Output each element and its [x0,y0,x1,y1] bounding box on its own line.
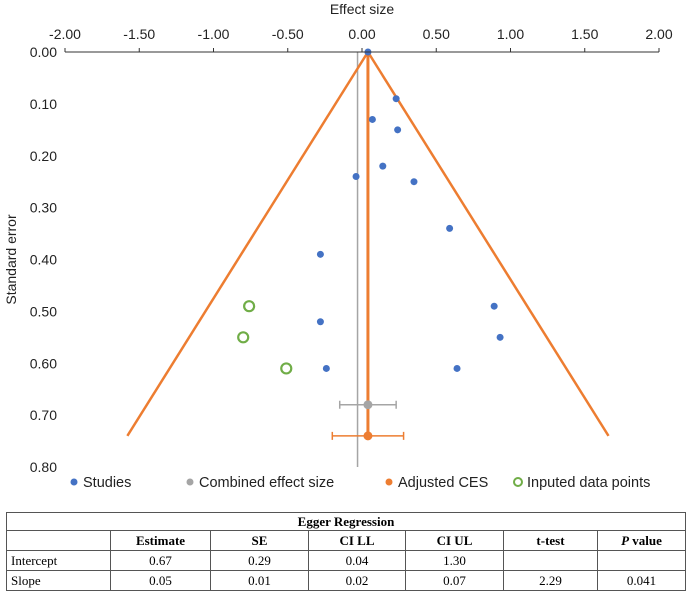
y-tick-label: 0.50 [30,303,57,319]
legend-marker [70,478,78,486]
imputed-point [237,331,250,344]
study-point [352,173,360,180]
x-tick-label: 0.00 [348,26,375,42]
y-tick-label: 0.70 [30,407,57,423]
x-axis-label: Effect size [330,1,395,17]
study-point [496,333,504,341]
summary-point [363,400,373,410]
x-tick-label: -2.00 [49,26,81,42]
table-row: Slope 0.05 0.01 0.02 0.07 2.29 0.041 [6,570,686,591]
header-t-test: t-test [503,530,598,551]
legend-label: Studies [83,475,131,491]
table-cell: 0.01 [210,570,309,591]
table-cell [503,550,598,571]
header-p-italic: P [621,532,630,548]
study-point [410,178,418,186]
y-tick-label: 0.40 [30,252,57,268]
header-cell [6,530,111,551]
table-cell: 0.041 [597,570,686,591]
study-point [379,162,387,170]
x-tick-label: -1.50 [123,26,155,42]
table-cell: 0.05 [110,570,211,591]
summary-point [363,431,373,441]
study-point [316,250,324,258]
y-tick-label: 0.10 [30,96,57,112]
table-cell: 0.67 [110,550,211,571]
study-point [392,95,400,103]
y-tick-label: 0.00 [30,44,57,60]
table-cell: 2.29 [503,570,598,591]
funnel-right-line [366,51,610,437]
x-tick-label: -0.50 [272,26,304,42]
table-row: Intercept 0.67 0.29 0.04 1.30 [6,550,686,571]
row-label: Slope [6,570,111,591]
header-p-suffix: value [629,532,662,548]
table-header-row: Estimate SE CI LL CI UL t-test P value [6,530,686,551]
table-cell [597,550,686,571]
y-tick-label: 0.80 [30,459,57,475]
header-p-value: P value [597,530,686,551]
study-point [453,364,461,372]
legend-label: Adjusted CES [398,475,488,491]
header-ci-ul: CI UL [405,530,504,551]
table-title: Egger Regression [6,512,686,531]
table-cell: 1.30 [405,550,504,571]
legend: Studies Combined effect size Adjusted CES I… [70,475,650,491]
y-tick-label: 0.60 [30,355,57,371]
header-ci-ll: CI LL [308,530,406,551]
study-point [322,364,330,372]
imputed-point [243,300,256,313]
funnel-left-line [126,51,369,437]
x-tick-label: 1.50 [571,26,598,42]
table-cell: 0.07 [405,570,504,591]
x-tick-label: 2.00 [645,26,672,42]
legend-marker [513,477,523,487]
study-point [394,126,402,134]
egger-regression-table: Egger Regression Estimate SE CI LL CI UL… [6,512,686,591]
header-se: SE [210,530,309,551]
legend-label: Inputed data points [527,475,650,491]
funnel-plot: -2.00 -1.50 -1.00 -0.50 0.00 0.50 1.00 1.50 2.00… [3,1,673,491]
table-cell: 0.02 [308,570,406,591]
study-point [490,302,498,310]
study-point [316,318,324,326]
x-tick-label: 1.00 [497,26,524,42]
x-tick-label: -1.00 [198,26,230,42]
study-point [446,224,454,232]
y-tick-label: 0.30 [30,200,57,216]
table-cell: 0.29 [210,550,309,571]
table-cell: 0.04 [308,550,406,571]
row-label: Intercept [6,550,111,571]
imputed-point [280,362,293,375]
study-point [368,115,376,123]
legend-marker [186,478,194,486]
legend-marker [385,478,393,486]
y-tick-label: 0.20 [30,148,57,164]
header-estimate: Estimate [110,530,211,551]
legend-label: Combined effect size [199,475,334,491]
y-axis-label: Standard error [3,214,19,305]
x-tick-label: 0.50 [423,26,450,42]
